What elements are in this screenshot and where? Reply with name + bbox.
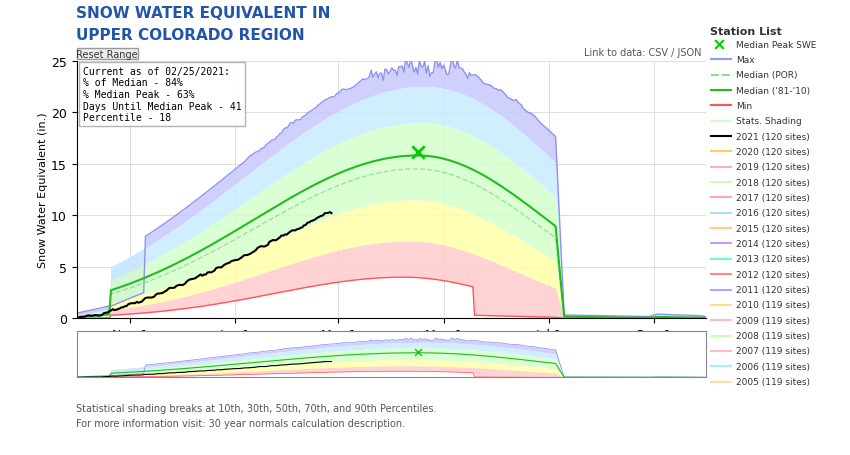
Text: Max: Max — [736, 56, 755, 65]
Text: 2014 (120 sites): 2014 (120 sites) — [736, 239, 810, 248]
Text: Median (POR): Median (POR) — [736, 71, 797, 80]
Text: 2006 (119 sites): 2006 (119 sites) — [736, 362, 810, 371]
Text: 2013 (120 sites): 2013 (120 sites) — [736, 255, 810, 264]
Text: 2017 (120 sites): 2017 (120 sites) — [736, 193, 810, 202]
Text: 2021 (120 sites): 2021 (120 sites) — [736, 132, 810, 141]
Text: 2007 (119 sites): 2007 (119 sites) — [736, 347, 810, 356]
Text: 2008 (119 sites): 2008 (119 sites) — [736, 331, 810, 340]
Text: Link to data: CSV / JSON: Link to data: CSV / JSON — [584, 47, 701, 57]
Point — [411, 149, 424, 157]
Text: Median ('81-'10): Median ('81-'10) — [736, 86, 810, 96]
Text: Station List: Station List — [710, 27, 781, 37]
FancyBboxPatch shape — [76, 49, 138, 60]
Y-axis label: Snow Water Equivalent (in.): Snow Water Equivalent (in.) — [38, 112, 48, 268]
Text: 2012 (120 sites): 2012 (120 sites) — [736, 270, 810, 279]
Text: 2018 (120 sites): 2018 (120 sites) — [736, 178, 810, 187]
Text: Median Peak SWE: Median Peak SWE — [736, 40, 817, 50]
Text: 2015 (120 sites): 2015 (120 sites) — [736, 224, 810, 233]
Text: Statistical shading breaks at 10th, 30th, 50th, 70th, and 90th Percentiles.: Statistical shading breaks at 10th, 30th… — [76, 403, 437, 413]
Text: 2020 (120 sites): 2020 (120 sites) — [736, 147, 810, 157]
Text: Reset Range: Reset Range — [76, 50, 138, 60]
Text: 2016 (120 sites): 2016 (120 sites) — [736, 209, 810, 218]
Point — [712, 41, 726, 49]
Text: SNOW WATER EQUIVALENT IN: SNOW WATER EQUIVALENT IN — [76, 5, 331, 20]
Text: 2011 (120 sites): 2011 (120 sites) — [736, 285, 810, 294]
Text: 2019 (120 sites): 2019 (120 sites) — [736, 163, 810, 172]
Text: 2005 (119 sites): 2005 (119 sites) — [736, 377, 810, 386]
Text: 2009 (119 sites): 2009 (119 sites) — [736, 316, 810, 325]
Text: For more information visit: 30 year normals calculation description.: For more information visit: 30 year norm… — [76, 418, 405, 428]
Text: UPPER COLORADO REGION: UPPER COLORADO REGION — [76, 28, 305, 43]
Text: Current as of 02/25/2021:
% of Median - 84%
% Median Peak - 63%
Days Until Media: Current as of 02/25/2021: % of Median - … — [82, 66, 241, 123]
Point — [411, 349, 424, 356]
Text: 2010 (119 sites): 2010 (119 sites) — [736, 301, 810, 310]
Text: Min: Min — [736, 101, 752, 111]
Text: Stats. Shading: Stats. Shading — [736, 117, 802, 126]
